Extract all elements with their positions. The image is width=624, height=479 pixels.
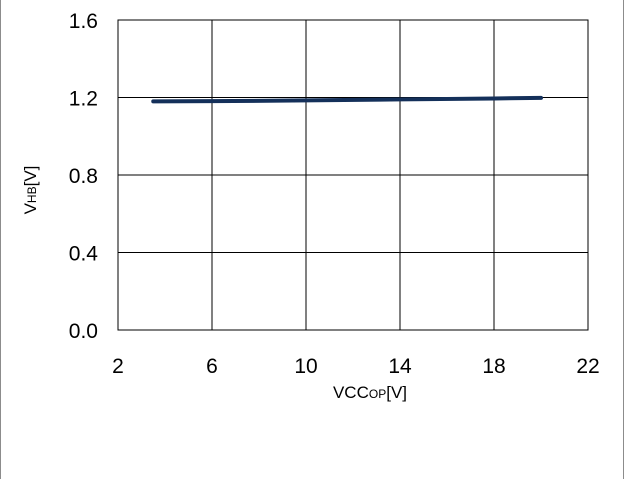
y-tick-label: 1.6 bbox=[69, 10, 98, 33]
x-axis-ticks: 2 6 10 14 18 22 bbox=[112, 355, 600, 378]
series-line bbox=[151, 95, 543, 104]
x-tick-label: 6 bbox=[206, 355, 218, 378]
y-tick-label: 0.4 bbox=[69, 243, 99, 266]
x-tick-label: 2 bbox=[112, 355, 124, 378]
grid-lines bbox=[118, 20, 588, 330]
y-tick-label: 0.0 bbox=[69, 320, 98, 343]
series-layer bbox=[151, 95, 543, 104]
y-tick-label: 1.2 bbox=[69, 88, 98, 111]
x-tick-label: 10 bbox=[294, 355, 317, 378]
y-tick-label: 0.8 bbox=[69, 165, 98, 188]
plot-area bbox=[117, 19, 589, 331]
y-axis-ticks: 0.0 0.4 0.8 1.2 1.6 bbox=[69, 10, 99, 343]
x-tick-label: 14 bbox=[388, 355, 412, 378]
y-axis-label: VHB[V] bbox=[21, 166, 40, 215]
x-tick-label: 22 bbox=[576, 355, 599, 378]
x-axis-label: VCCOP[V] bbox=[333, 383, 407, 402]
x-tick-label: 18 bbox=[482, 355, 505, 378]
